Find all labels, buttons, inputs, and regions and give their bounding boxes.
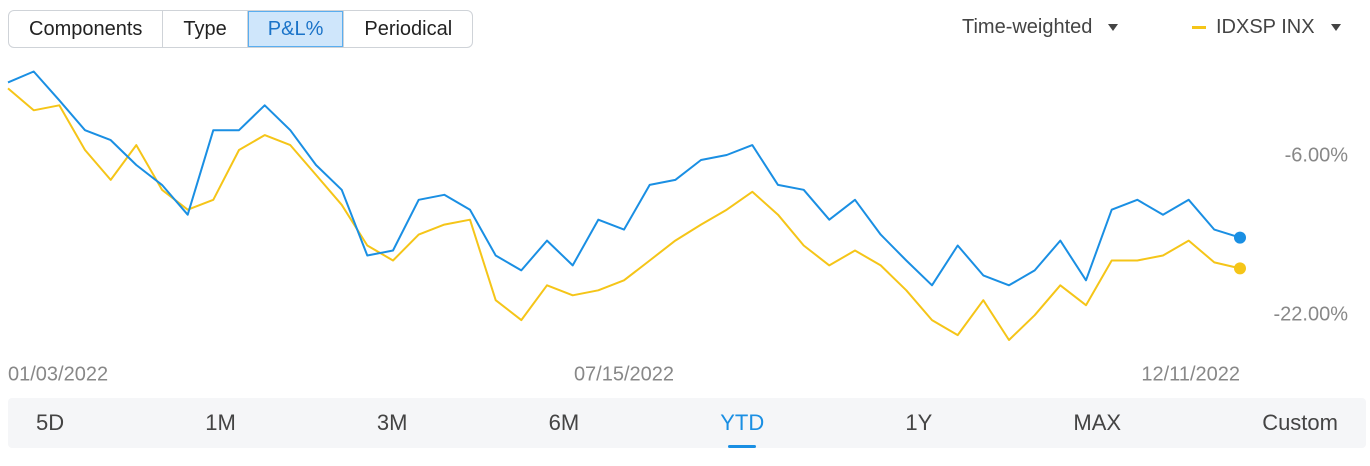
tab[interactable]: P&L%	[246, 11, 344, 47]
x-tick-label: 01/03/2022	[8, 363, 108, 385]
legend-swatch	[1192, 26, 1206, 29]
legend[interactable]: IDXSP INX	[1192, 16, 1341, 39]
dropdown-arrow	[1108, 24, 1119, 32]
dropdown-arrow	[1330, 24, 1341, 31]
range-button[interactable]: MAX	[1073, 410, 1122, 435]
weighting-dropdown[interactable]: Time-weighted	[962, 16, 1119, 39]
end-marker	[1234, 262, 1246, 275]
series-line	[7, 70, 1241, 287]
series-line	[7, 87, 1241, 341]
end-marker	[1234, 231, 1246, 244]
tab[interactable]: Type	[162, 11, 246, 47]
x-tick-label: 07/15/2022	[574, 363, 674, 385]
tab[interactable]: Periodical	[343, 11, 472, 47]
tab[interactable]: Components	[29, 18, 143, 40]
chart: -6.00% -22.00% 01/03/2022 07/15/2022 12/11/2…	[7, 70, 1349, 385]
weighting-label: Time-weighted	[962, 16, 1093, 38]
range-button[interactable]: 1M	[205, 410, 236, 435]
range-button[interactable]: YTD	[720, 410, 765, 448]
y-tick-label: -22.00%	[1274, 303, 1349, 325]
range-button[interactable]: 1Y	[905, 410, 933, 435]
x-tick-label: 12/11/2022	[1141, 363, 1240, 385]
range-button[interactable]: 6M	[548, 410, 580, 435]
range-bar: 5D 1M 3M 6M YTD 1Y MAX Custom	[8, 398, 1366, 448]
y-tick-label: -6.00%	[1285, 144, 1349, 166]
legend-label: IDXSP INX	[1216, 16, 1315, 38]
range-button[interactable]: 3M	[376, 410, 408, 435]
range-button[interactable]: Custom	[1262, 410, 1338, 435]
tab-group: Components Type P&L% Periodical	[8, 10, 474, 48]
range-button[interactable]: 5D	[36, 410, 65, 435]
